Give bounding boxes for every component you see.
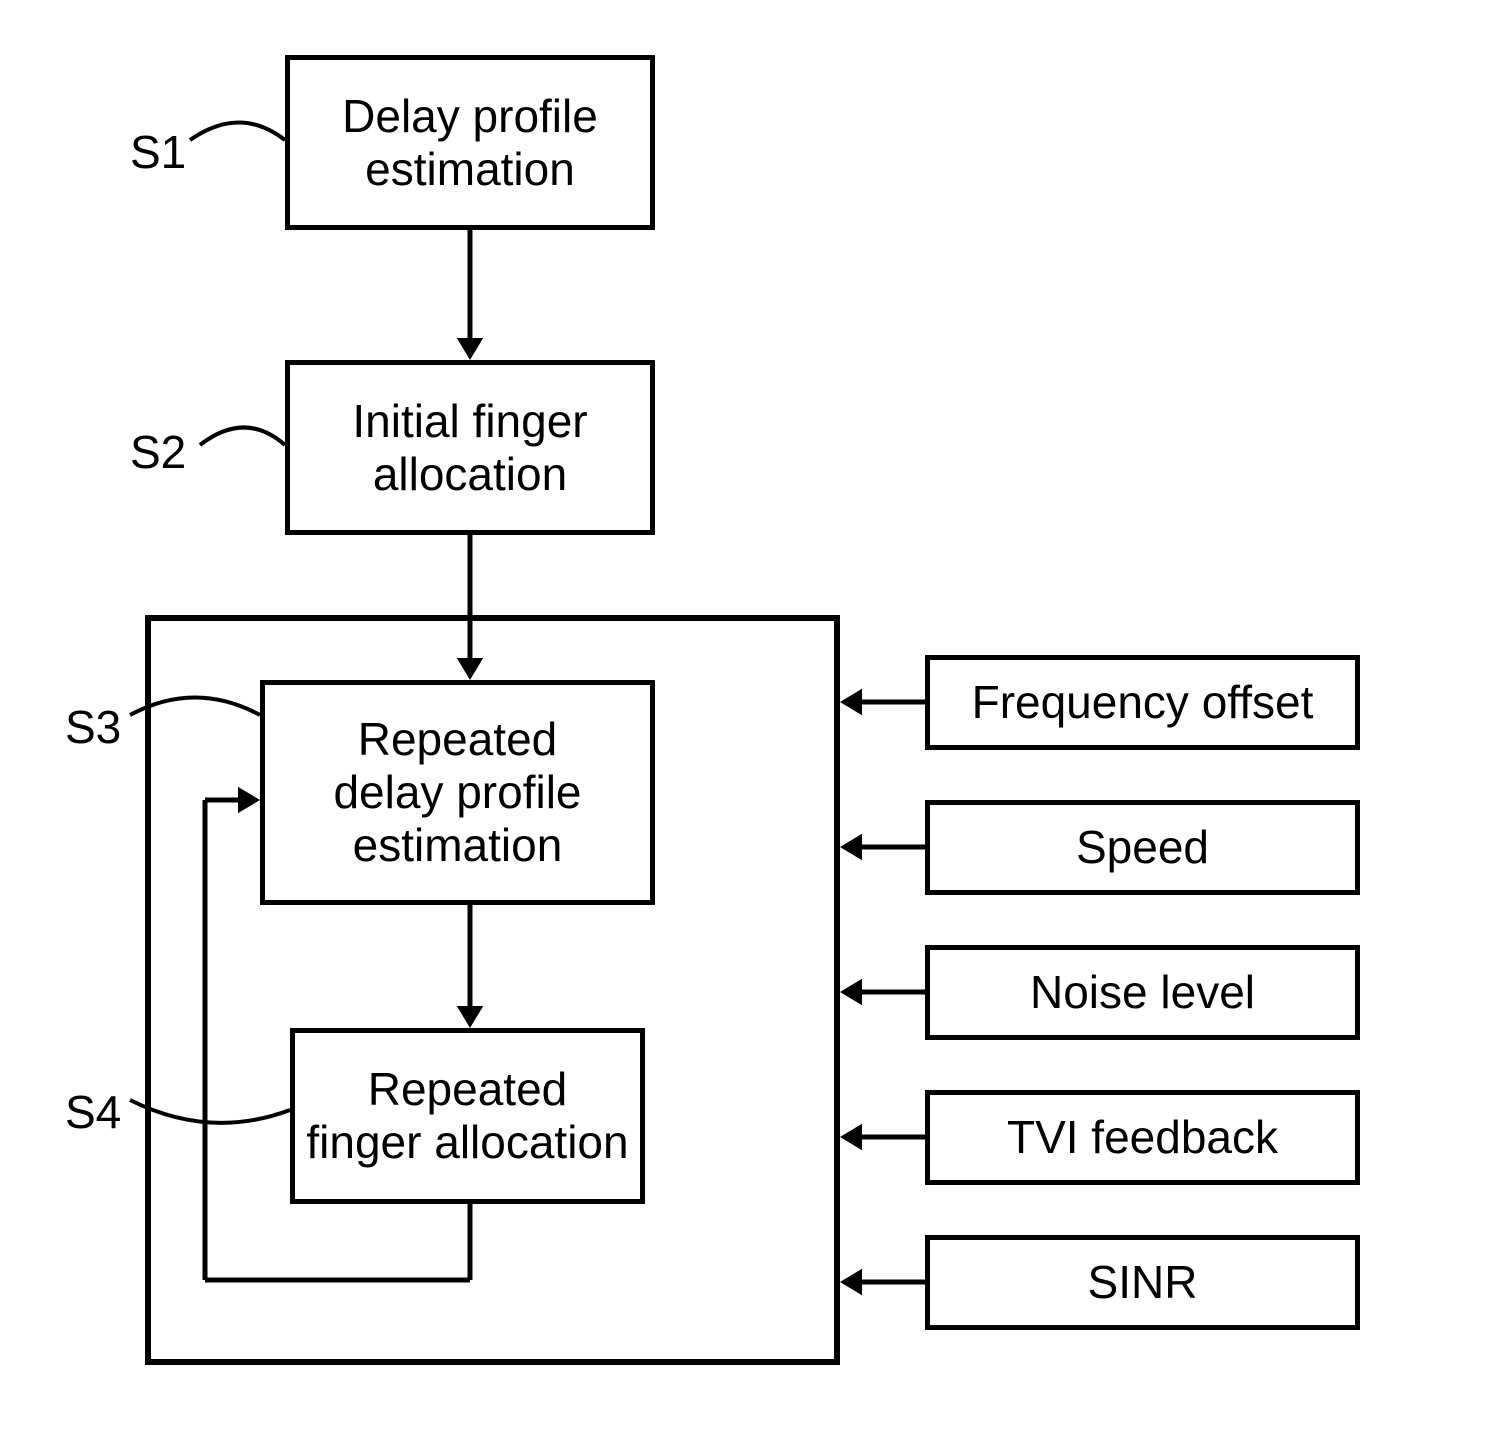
input-box-noise-level: Noise level <box>925 945 1360 1040</box>
step-label-s1: S1 <box>130 125 186 179</box>
input-box-sinr: SINR <box>925 1235 1360 1330</box>
step-label-s3: S3 <box>65 700 121 754</box>
step-s3-line2: delay profile <box>333 766 581 818</box>
step-s3-line3: estimation <box>353 819 563 871</box>
step-s1-line2: estimation <box>365 143 575 195</box>
input-label: TVI feedback <box>1007 1111 1278 1164</box>
step-label-s4: S4 <box>65 1085 121 1139</box>
input-box-frequency-offset: Frequency offset <box>925 655 1360 750</box>
step-s2-line2: allocation <box>373 448 567 500</box>
step-s2-line1: Initial finger <box>352 395 587 447</box>
step-s1-line1: Delay profile <box>342 90 598 142</box>
step-s4-line2: finger allocation <box>306 1116 628 1168</box>
step-box-s3: Repeated delay profile estimation <box>260 680 655 905</box>
input-label: Frequency offset <box>972 676 1314 729</box>
step-s4-line1: Repeated <box>368 1063 568 1115</box>
input-box-tvi-feedback: TVI feedback <box>925 1090 1360 1185</box>
input-label: SINR <box>1088 1256 1198 1309</box>
flowchart-canvas: S1 Delay profile estimation S2 Initial f… <box>0 0 1494 1447</box>
step-label-s2: S2 <box>130 425 186 479</box>
step-s3-line1: Repeated <box>358 713 558 765</box>
step-box-s4: Repeated finger allocation <box>290 1028 645 1204</box>
input-label: Noise level <box>1030 966 1255 1019</box>
step-box-s2: Initial finger allocation <box>285 360 655 535</box>
step-box-s1: Delay profile estimation <box>285 55 655 230</box>
input-box-speed: Speed <box>925 800 1360 895</box>
input-label: Speed <box>1076 821 1209 874</box>
